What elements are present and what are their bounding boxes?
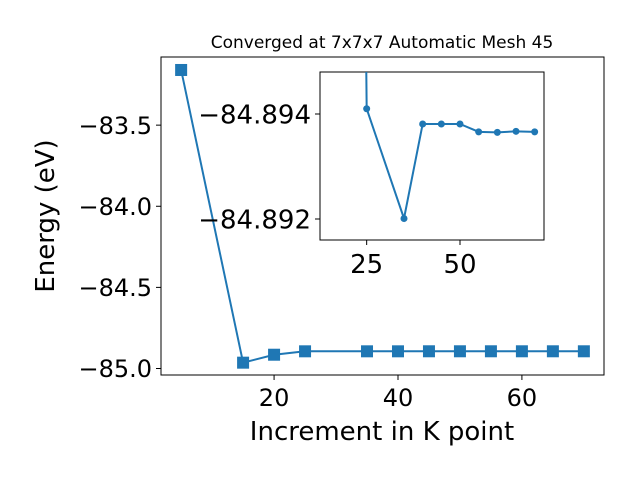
main-y-tick-label: −83.5	[78, 112, 152, 140]
main-data-point	[577, 345, 590, 358]
inset-data-point	[475, 128, 483, 136]
inset-y-ticks: −84.894 −84.892	[198, 100, 320, 235]
main-data-point	[268, 348, 281, 361]
inset-series-markers	[363, 105, 539, 222]
main-plot: 20 40 60 −85.0 −84.5 −84.0 −83.5	[78, 56, 605, 412]
inset-data-point	[512, 127, 520, 135]
main-data-point	[299, 345, 312, 358]
inset-data-point	[419, 120, 427, 128]
main-series-markers	[175, 63, 590, 369]
inset-data-point	[493, 128, 501, 136]
inset-y-tick-label: −84.894	[198, 100, 311, 130]
main-x-tick-label: 20	[259, 384, 290, 412]
main-data-point	[453, 345, 466, 358]
main-y-ticks: −85.0 −84.5 −84.0 −83.5	[78, 112, 161, 383]
main-data-point	[422, 345, 435, 358]
main-data-point	[484, 345, 497, 358]
main-data-point	[237, 356, 250, 369]
main-data-point	[391, 345, 404, 358]
main-y-tick-label: −85.0	[78, 355, 152, 383]
main-x-ticks: 20 40 60	[259, 375, 537, 412]
inset-data-point	[456, 120, 464, 128]
inset-y-tick-label: −84.892	[198, 205, 311, 235]
inset-data-point	[531, 128, 539, 136]
inset-data-point	[400, 214, 408, 222]
inset-x-tick-label: 25	[350, 250, 383, 280]
inset-series-line	[365, 72, 535, 223]
inset-x-ticks: 25 50	[350, 240, 477, 280]
inset-x-tick-label: 50	[443, 250, 476, 280]
inset-data-point	[437, 120, 445, 128]
chart-title: Converged at 7x7x7 Automatic Mesh 45	[211, 33, 554, 53]
main-plot-frame	[160, 56, 605, 376]
main-data-point	[361, 345, 374, 358]
main-x-tick-label: 40	[383, 384, 414, 412]
main-x-tick-label: 60	[507, 384, 538, 412]
main-y-tick-label: −84.5	[78, 274, 152, 302]
main-data-point	[546, 345, 559, 358]
main-y-tick-label: −84.0	[78, 193, 152, 221]
inset-plot: 25 50 −84.894 −84.892	[198, 71, 545, 280]
main-data-point	[515, 345, 528, 358]
x-axis-label: Increment in K point	[250, 417, 514, 447]
inset-plot-frame	[319, 71, 545, 241]
inset-data-point	[363, 105, 371, 113]
main-data-point	[175, 63, 188, 76]
y-axis-label: Energy (eV)	[31, 139, 61, 292]
